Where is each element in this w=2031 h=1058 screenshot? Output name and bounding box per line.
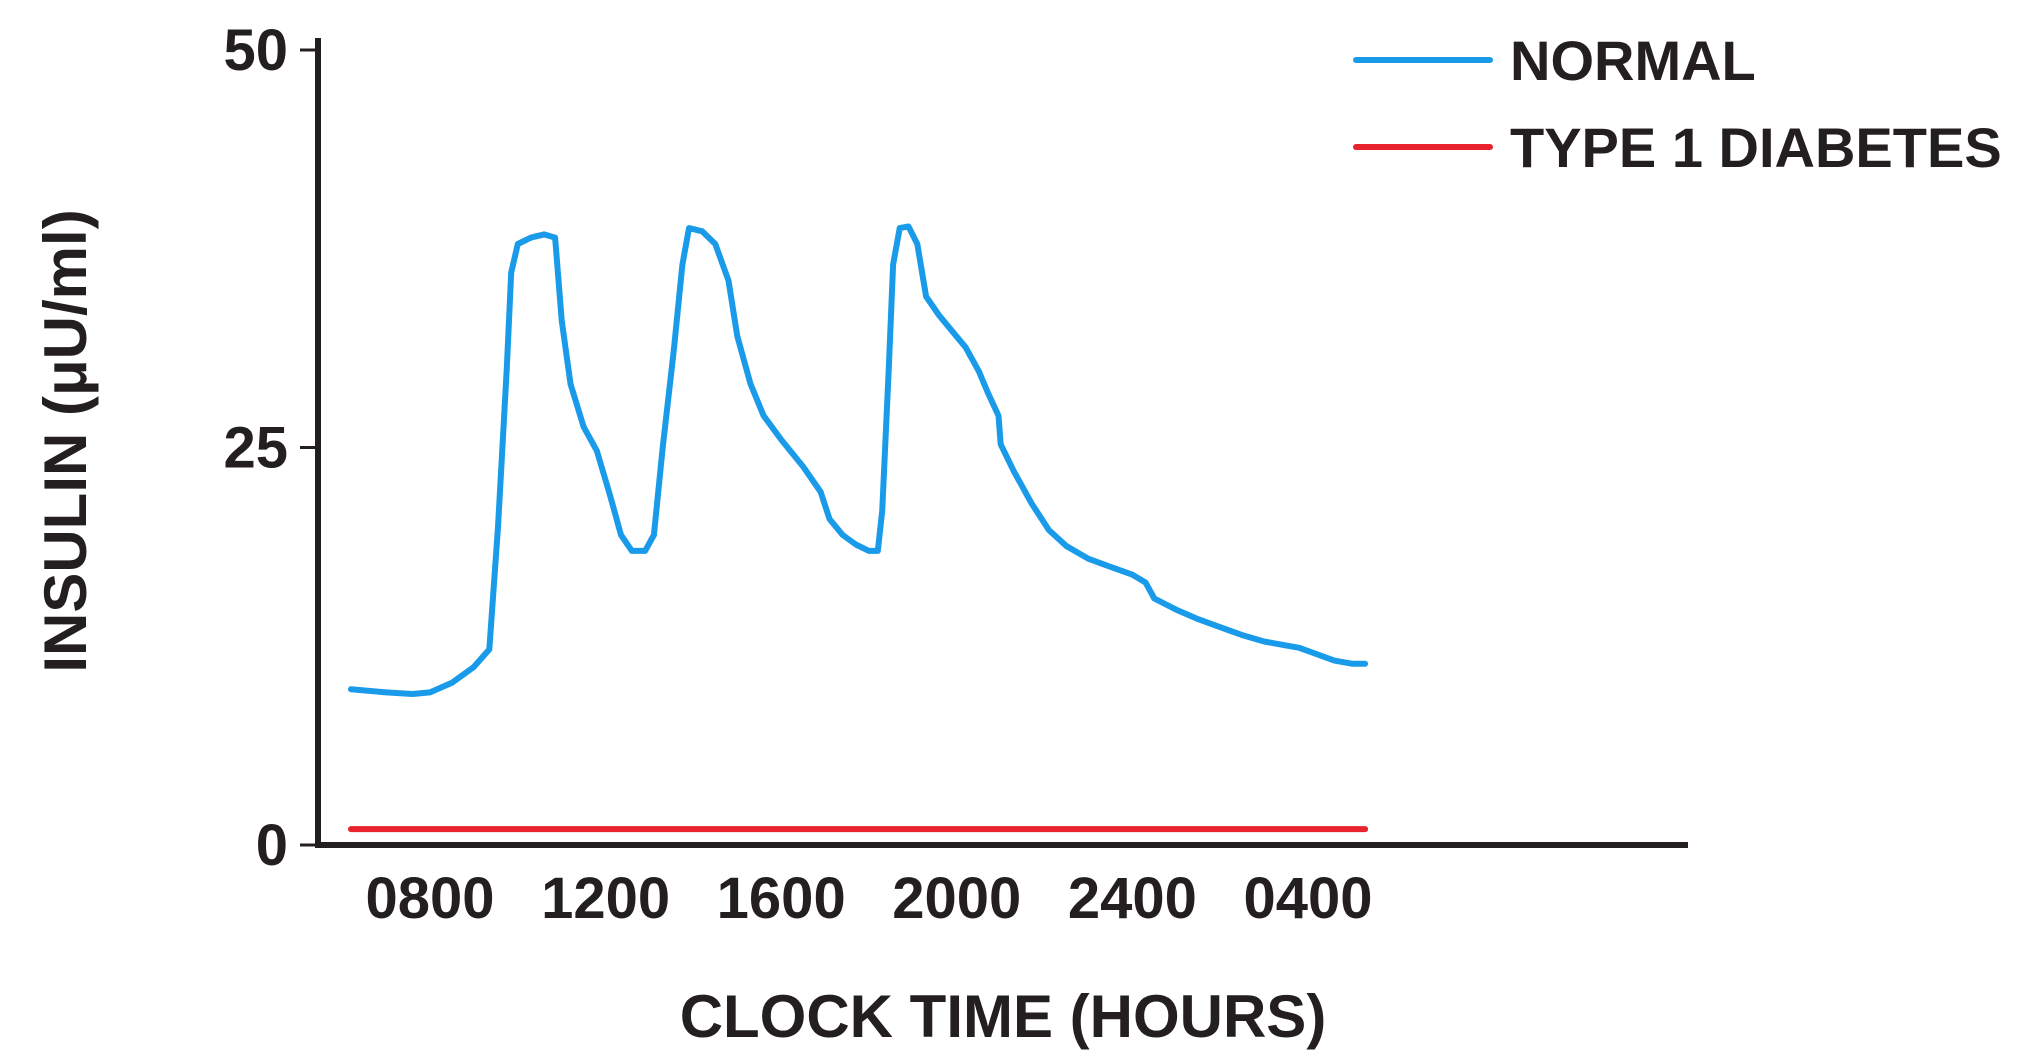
legend-label: TYPE 1 DIABETES [1510, 116, 2002, 179]
y-ticks: 0 25 50 [223, 18, 318, 878]
legend: NORMAL TYPE 1 DIABETES [1353, 29, 2002, 179]
y-tick-label: 25 [223, 416, 288, 481]
x-tick-label: 2400 [1068, 866, 1197, 931]
series-layer [348, 223, 1369, 833]
x-tick-label: 1600 [717, 866, 846, 931]
x-ticks: 0800 1200 1600 2000 2400 0400 [365, 866, 1372, 931]
x-axis-title: CLOCK TIME (HOURS) [680, 983, 1327, 1050]
y-axis-title: INSULIN (μU/ml) [32, 209, 99, 672]
y-tick-label: 0 [256, 813, 288, 878]
y-tick-label: 50 [223, 18, 288, 83]
series-line-normal [348, 223, 1369, 697]
x-tick-label: 2000 [892, 866, 1021, 931]
x-tick-label: 0800 [365, 866, 494, 931]
x-tick-label: 0400 [1243, 866, 1372, 931]
x-tick-label: 1200 [541, 866, 670, 931]
legend-label: NORMAL [1510, 29, 1756, 92]
